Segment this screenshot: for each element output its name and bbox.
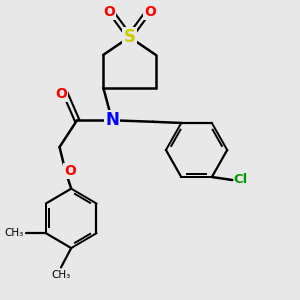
Text: O: O bbox=[64, 164, 76, 178]
Text: O: O bbox=[103, 5, 115, 19]
Text: CH₃: CH₃ bbox=[51, 270, 70, 280]
Text: O: O bbox=[144, 5, 156, 19]
Text: CH₃: CH₃ bbox=[5, 228, 24, 238]
Text: N: N bbox=[105, 111, 119, 129]
Text: O: O bbox=[55, 86, 67, 100]
Text: Cl: Cl bbox=[233, 173, 247, 187]
Text: S: S bbox=[124, 28, 136, 46]
